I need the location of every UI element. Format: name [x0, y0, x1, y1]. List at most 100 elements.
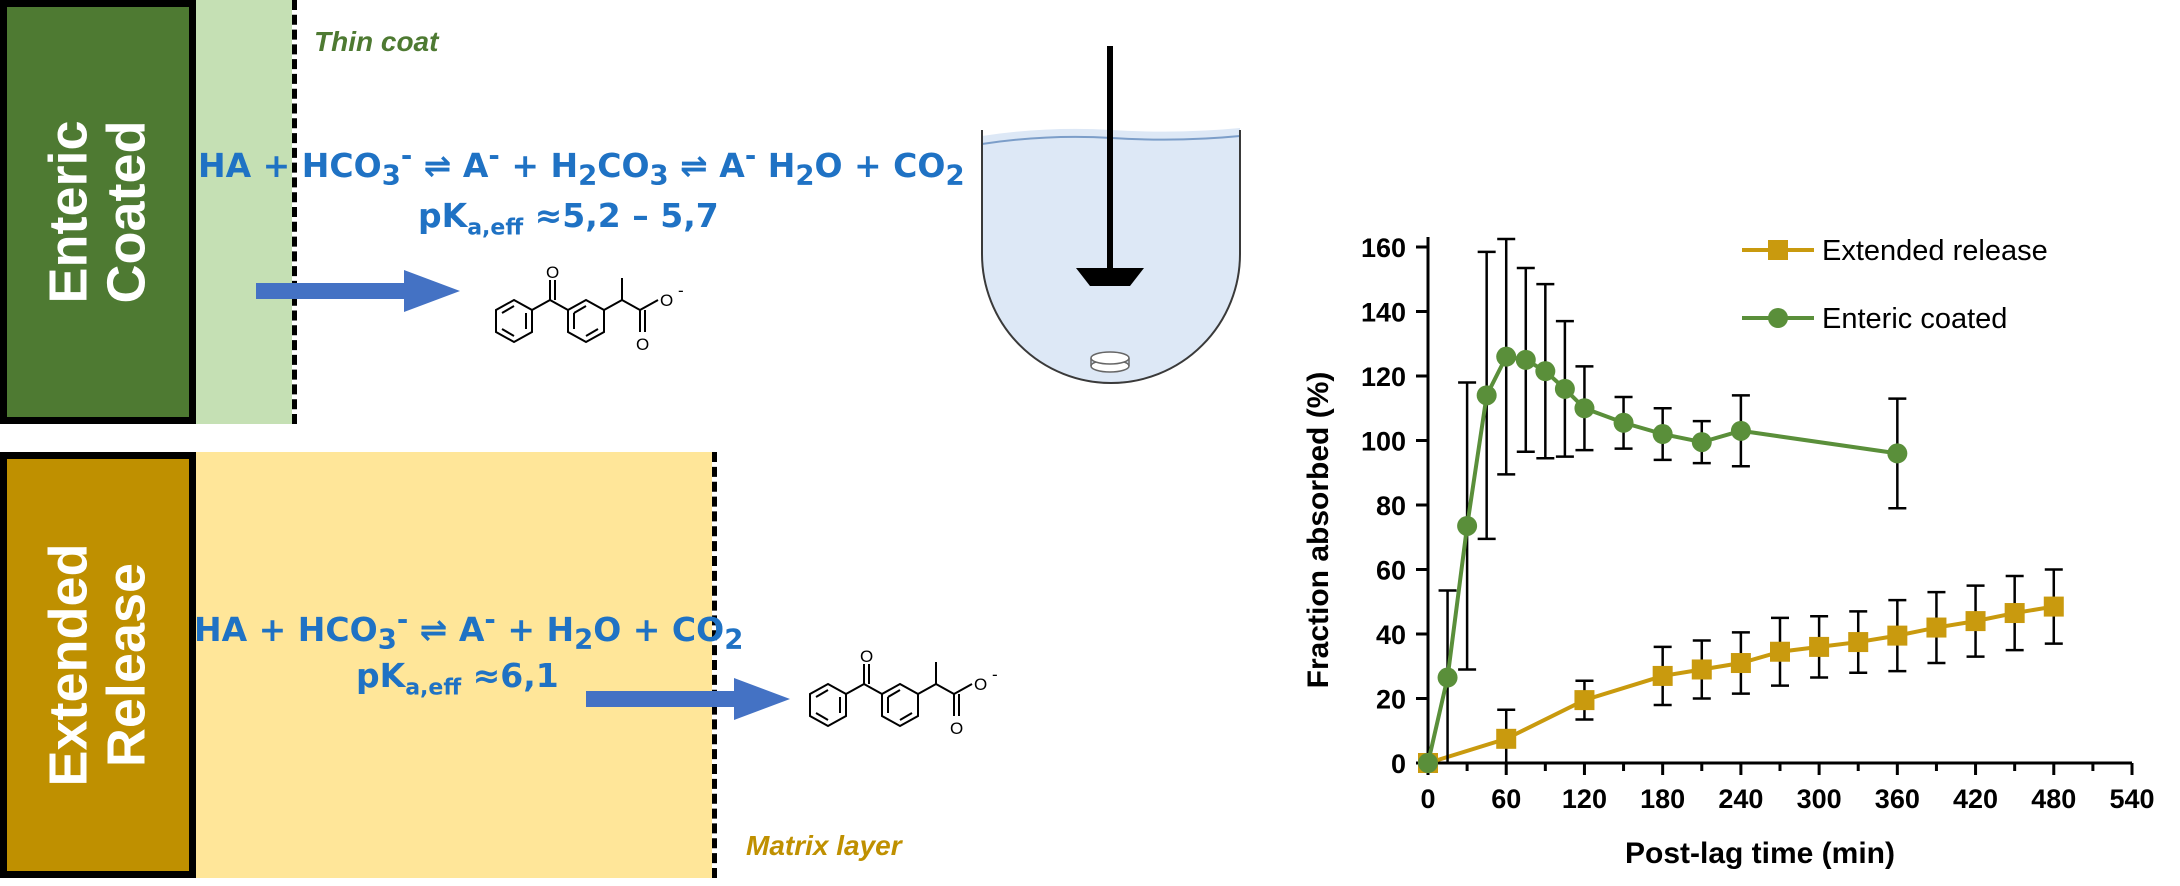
extended-equation: HA + HCO3- ⇌ A- + H2O + CO2: [194, 604, 743, 656]
data-point-square: [1496, 728, 1517, 749]
paddle-shaft: [1107, 46, 1113, 272]
extended-release-label-wrap: Extended Release: [7, 459, 189, 871]
pka-value: ≈6,1: [461, 656, 559, 695]
ketoprofen-anion-structure: O O O -: [495, 263, 684, 354]
enteric-coated-label: Enteric Coated: [39, 120, 157, 303]
x-tick-label: 360: [1875, 784, 1920, 814]
x-tick-label: 180: [1640, 784, 1685, 814]
data-point-square: [1691, 659, 1712, 680]
y-tick-label: 20: [1376, 685, 1406, 715]
eq-text: ⇌ A: [408, 610, 485, 649]
x-tick-label: 480: [2031, 784, 2076, 814]
eq-sup: -: [484, 604, 496, 636]
data-point-square: [1887, 625, 1908, 646]
thin-coat-label: Thin coat: [314, 26, 439, 57]
x-tick-label: 540: [2109, 784, 2154, 814]
eq-sup: -: [488, 140, 500, 172]
data-point-circle: [1554, 378, 1575, 399]
extended-pka: pKa,eff ≈6,1: [356, 656, 559, 701]
vessel-wall: [981, 130, 1241, 384]
extended-label-line2: Release: [97, 562, 157, 768]
eq-text: O + CO: [814, 146, 946, 185]
data-point-circle: [1887, 443, 1908, 464]
x-tick-label: 300: [1797, 784, 1842, 814]
y-tick-label: 80: [1376, 491, 1406, 521]
oxygen-label: O: [546, 263, 559, 282]
oxygen-label: O: [950, 719, 963, 738]
matrix-layer-boundary: [712, 452, 717, 878]
eq-text: ⇌ A: [668, 146, 745, 185]
fraction-absorbed-chart: 0 60 120 180 240 300 360 420 480 540 0 20 40 60 80 100 1…: [1302, 233, 2155, 870]
data-point-circle: [1652, 424, 1673, 445]
eq-text: CO: [597, 146, 650, 185]
extended-release-label: Extended Release: [39, 543, 157, 787]
data-point-square: [1574, 690, 1595, 711]
eq-sub: 2: [578, 159, 598, 192]
data-point-square: [1965, 611, 1986, 632]
paddle-blade: [1076, 268, 1144, 286]
eq-text: O + CO: [593, 610, 725, 649]
eq-sub: 2: [574, 623, 594, 656]
data-point-square: [1730, 653, 1751, 674]
data-point-circle: [1496, 346, 1517, 367]
matrix-layer-label: Matrix layer: [746, 830, 902, 861]
pka-sub: a,eff: [405, 675, 462, 701]
data-point-circle: [1730, 420, 1751, 441]
y-tick-label: 100: [1361, 427, 1406, 457]
legend-label: Enteric coated: [1822, 303, 2007, 335]
oxygen-label: O: [974, 675, 987, 694]
data-point-square: [2043, 596, 2064, 617]
enteric-pka: pKa,eff ≈5,2 – 5,7: [418, 196, 719, 241]
extended-label-line1: Extended: [39, 543, 99, 787]
eq-sup: -: [400, 140, 413, 172]
eq-text: HA + HCO: [194, 610, 378, 649]
eq-text: + H: [495, 610, 575, 649]
data-point-circle: [1476, 385, 1497, 406]
data-point-circle: [1418, 753, 1438, 773]
x-tick-label: 120: [1562, 784, 1607, 814]
data-point-circle: [1691, 432, 1712, 453]
x-tick-label: 240: [1718, 784, 1763, 814]
x-axis-label: Post-lag time (min): [1625, 837, 1895, 870]
eq-text: ⇌ A: [412, 146, 489, 185]
charge-label: -: [678, 281, 684, 300]
eq-text: + H: [499, 146, 579, 185]
y-tick-label: 60: [1376, 556, 1406, 586]
thin-coat-boundary: [292, 0, 297, 424]
matrix-layer: [196, 452, 712, 878]
eq-text: H: [756, 146, 796, 185]
enteric-arrow: [256, 270, 460, 312]
oxygen-label: O: [860, 647, 873, 666]
x-tick-label: 60: [1491, 784, 1521, 814]
pka-text: pK: [418, 196, 468, 235]
enteric-coated-label-box: Enteric Coated: [0, 0, 196, 424]
legend-label: Extended release: [1822, 235, 2048, 267]
thin-coat-layer: [196, 0, 292, 424]
data-point-square: [1770, 641, 1790, 662]
extended-release-label-box: Extended Release: [0, 452, 196, 878]
data-point-square: [1926, 617, 1947, 638]
data-point-circle: [1515, 349, 1536, 370]
data-point-square: [2004, 603, 2025, 624]
data-point-circle: [1613, 412, 1634, 433]
pka-value: ≈5,2 – 5,7: [523, 196, 719, 235]
dissolution-vessel: [981, 46, 1241, 384]
data-point-circle: [1437, 667, 1458, 688]
eq-sub: 3: [381, 159, 401, 192]
x-tick-label: 420: [1953, 784, 1998, 814]
eq-sub: 2: [724, 623, 744, 656]
pka-text: pK: [356, 656, 406, 695]
oxygen-label: O: [636, 335, 649, 354]
oxygen-label: O: [660, 291, 673, 310]
data-point-square: [1809, 636, 1830, 657]
legend-marker: [1768, 308, 1788, 328]
enteric-coated-label-wrap: Enteric Coated: [7, 7, 189, 417]
eq-sub: 3: [649, 159, 669, 192]
extended-arrow: [586, 678, 790, 720]
data-point-square: [1652, 665, 1673, 686]
y-tick-label: 160: [1361, 233, 1406, 263]
y-tick-label: 120: [1361, 362, 1406, 392]
pka-sub: a,eff: [467, 215, 524, 241]
y-axis-label: Fraction absorbed (%): [1302, 372, 1335, 689]
eq-sup: -: [744, 140, 757, 172]
